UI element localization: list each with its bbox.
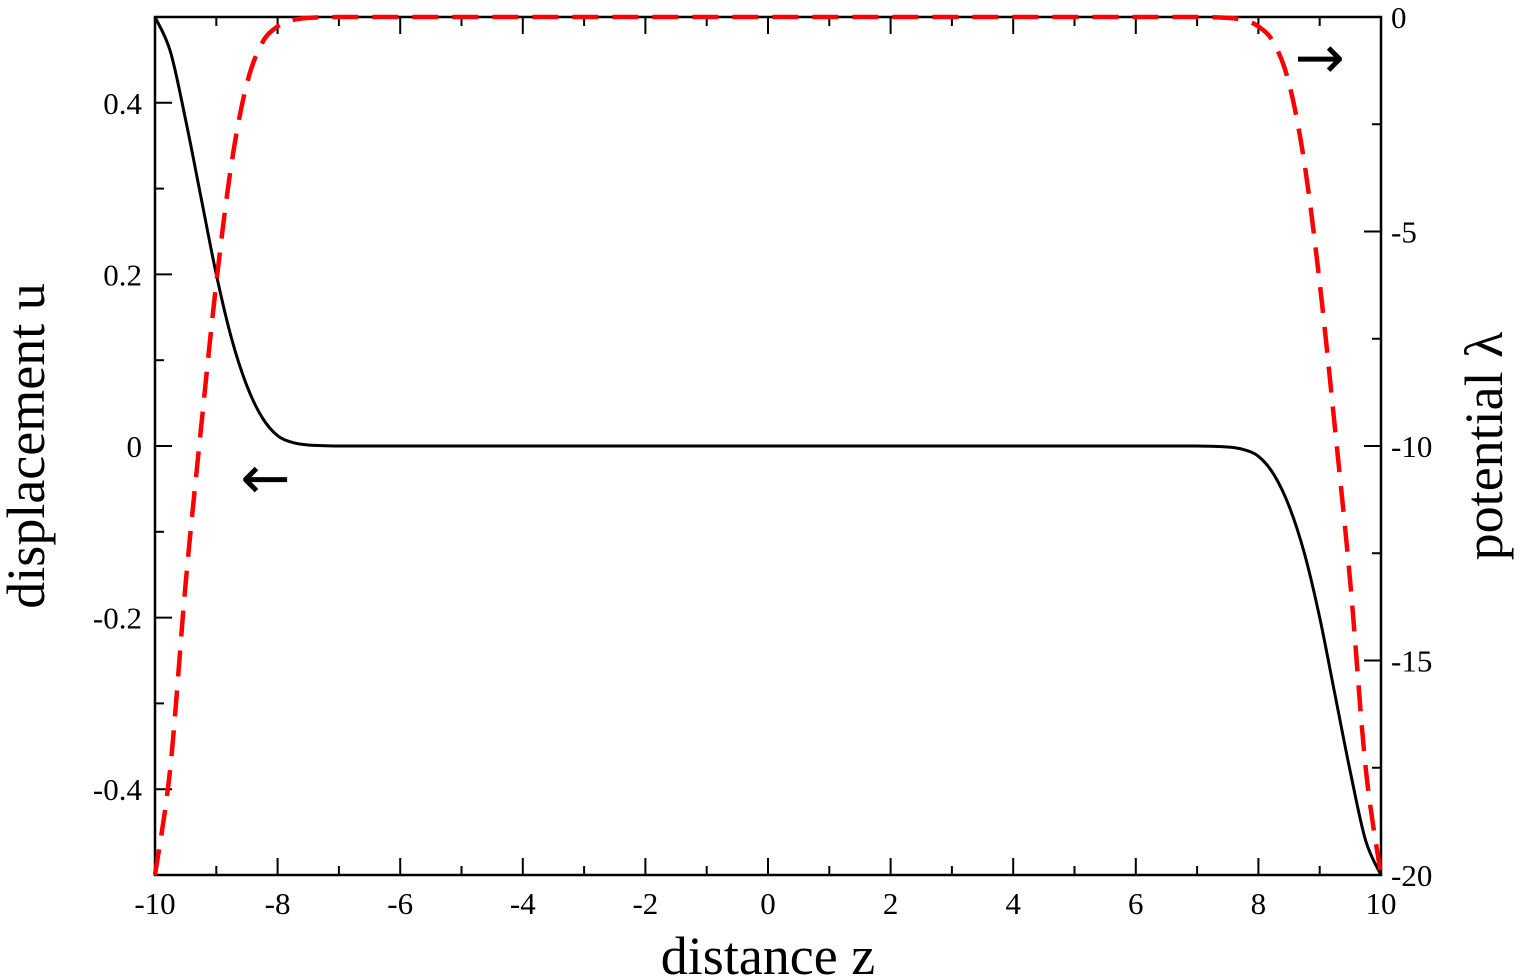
right-axis-arrow: → <box>1295 23 1345 93</box>
series-line-displacement <box>153 16 1383 876</box>
y-right-tick-label: -15 <box>1391 644 1432 679</box>
y-left-tick-label: 0.2 <box>103 257 142 292</box>
axis-annotations: ←→ <box>240 23 1345 513</box>
x-tick-label: -2 <box>632 886 658 921</box>
y-left-tick-label: -0.2 <box>93 601 142 636</box>
y-left-tick-label: -0.4 <box>93 772 143 807</box>
x-tick-label: -10 <box>134 886 175 921</box>
y-right-tick-label: -20 <box>1391 858 1432 893</box>
y-right-tick-label: -5 <box>1391 215 1417 250</box>
left-y-axis-title: displacement u <box>0 283 56 608</box>
x-tick-label: -6 <box>387 886 413 921</box>
y-right-tick-label: -10 <box>1391 429 1432 464</box>
series-line-potential <box>152 14 1384 876</box>
x-tick-label: 0 <box>760 886 776 921</box>
x-axis-title: distance z <box>661 926 875 980</box>
series-layer <box>152 14 1384 876</box>
x-tick-label: 6 <box>1128 886 1144 921</box>
tick-labels: -10 -8 -6 -4 -2 0 2 4 6 8 10-0.4-0.200.20.4-20-15-… <box>93 0 1432 921</box>
x-tick-label: -4 <box>510 886 536 921</box>
y-right-tick-label: 0 <box>1391 0 1407 35</box>
x-tick-label: 4 <box>1005 886 1021 921</box>
x-tick-label: 10 <box>1366 886 1397 921</box>
x-tick-label: 2 <box>883 886 899 921</box>
left-axis-arrow: ← <box>240 443 290 513</box>
x-tick-label: -8 <box>265 886 291 921</box>
x-tick-label: 8 <box>1251 886 1267 921</box>
y-left-tick-label: 0.4 <box>103 86 142 121</box>
right-y-axis-title: potential λ <box>1454 332 1514 561</box>
y-left-tick-label: 0 <box>127 429 143 464</box>
